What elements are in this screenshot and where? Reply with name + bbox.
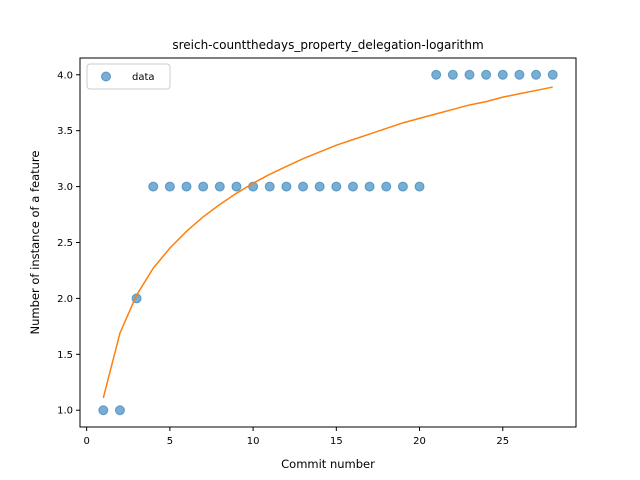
data-point <box>164 181 175 192</box>
data-point <box>198 181 209 192</box>
data-point <box>397 181 408 192</box>
x-tick-label: 5 <box>167 436 173 447</box>
data-point <box>364 181 375 192</box>
x-tick-label: 10 <box>247 436 260 447</box>
data-point <box>547 69 558 80</box>
data-point <box>281 181 292 192</box>
legend-marker <box>101 71 111 82</box>
y-axis-label: Number of instance of a feature <box>28 151 42 335</box>
data-point <box>481 69 492 80</box>
axis-ticks: 0 5 10 15 20 25 1.0 1.5 2.0 2.5 3.0 3.5 4.0 <box>57 70 509 447</box>
y-tick-label: 1.0 <box>57 406 73 417</box>
data-point <box>181 181 192 192</box>
data-point <box>431 69 442 80</box>
data-point <box>531 69 542 80</box>
y-tick-label: 4.0 <box>57 70 73 81</box>
data-point <box>114 405 125 416</box>
chart-title: sreich-countthedays_property_delegation-… <box>172 38 483 52</box>
x-tick-label: 15 <box>330 436 343 447</box>
data-point <box>264 181 275 192</box>
y-tick-label: 2.5 <box>57 238 73 249</box>
data-point <box>331 181 342 192</box>
data-point <box>347 181 358 192</box>
legend-entry-data: data <box>132 72 155 83</box>
data-point <box>464 69 475 80</box>
x-tick-label: 20 <box>413 436 426 447</box>
x-tick-label: 0 <box>83 436 89 447</box>
x-tick-label: 25 <box>496 436 509 447</box>
legend: data <box>86 63 171 90</box>
y-tick-label: 2.0 <box>57 294 73 305</box>
x-axis-label: Commit number <box>281 457 375 471</box>
data-point <box>414 181 425 192</box>
data-point <box>314 181 325 192</box>
y-tick-label: 3.0 <box>57 182 73 193</box>
data-point <box>514 69 525 80</box>
data-point <box>98 405 109 416</box>
data-point <box>214 181 225 192</box>
y-tick-label: 1.5 <box>57 350 73 361</box>
data-point <box>148 181 159 192</box>
data-point <box>231 181 242 192</box>
legend-box <box>86 63 171 90</box>
data-point <box>381 181 392 192</box>
data-point <box>447 69 458 80</box>
data-point <box>497 69 508 80</box>
data-point <box>298 181 309 192</box>
fit-line <box>102 86 553 399</box>
y-tick-label: 3.5 <box>57 126 73 137</box>
plot-area <box>98 69 558 416</box>
